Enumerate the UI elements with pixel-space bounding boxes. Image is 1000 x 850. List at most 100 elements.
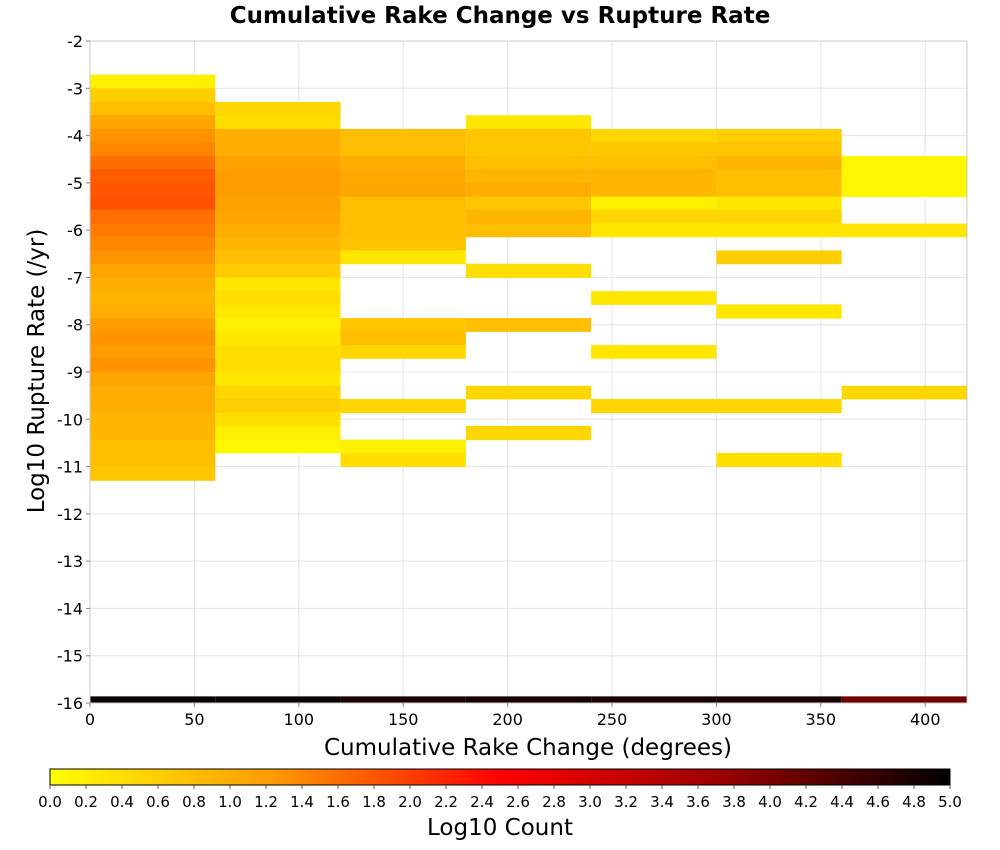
x-tick-label: 50 (184, 710, 204, 729)
heatmap-cell (215, 696, 341, 703)
y-tick-label: -16 (57, 694, 83, 713)
heatmap-cell (591, 128, 717, 143)
y-tick-label: -5 (67, 174, 83, 193)
heatmap-cell (90, 331, 216, 346)
heatmap-cell (340, 318, 466, 332)
heatmap-cell (90, 466, 216, 481)
heatmap-cell (90, 236, 216, 251)
colorbar-tick-label: 1.6 (326, 793, 350, 811)
heatmap-cell (90, 385, 216, 400)
heatmap-cell (90, 223, 216, 238)
y-axis-ticks: -2 -3 -4 -5 -6 -7 -8 -9 -10 -11 -12 -13 -14 -15 -16 (57, 32, 90, 713)
heatmap-cell (90, 398, 216, 414)
heatmap-cell (716, 304, 842, 319)
heatmap-cell (465, 696, 592, 703)
heatmap-cell (215, 236, 341, 251)
colorbar-tick-label: 2.6 (506, 793, 530, 811)
colorbar-tick-label: 4.4 (830, 793, 854, 811)
heatmap-cell (465, 385, 592, 400)
heatmap-cell (215, 398, 341, 414)
heatmap-cell (340, 439, 466, 454)
colorbar-tick-label: 4.0 (758, 793, 782, 811)
heatmap-cell (90, 291, 216, 305)
heatmap-cell (90, 452, 216, 468)
heatmap-cell (591, 142, 717, 157)
heatmap-cell (716, 223, 842, 238)
colorbar-tick-label: 0.6 (146, 793, 170, 811)
heatmap-cell (465, 115, 592, 130)
heatmap-cell (215, 425, 341, 441)
colorbar-ticks: 0.0 0.2 0.4 0.6 0.8 1.0 1.2 1.4 1.6 1.8 2.0 2.2 2.4 2… (38, 785, 962, 811)
heatmap-cell (90, 115, 216, 130)
heatmap-cell (591, 155, 717, 170)
heatmap-cell (340, 196, 466, 211)
heatmap-cell (465, 223, 592, 238)
heatmap-cell (90, 209, 216, 225)
colorbar (49, 768, 951, 786)
heatmap-cell (591, 182, 717, 198)
heatmap-cell (716, 209, 842, 225)
heatmap-cell (90, 182, 216, 198)
x-tick-label: 400 (910, 710, 941, 729)
x-tick-label: 100 (284, 710, 315, 729)
heatmap-cell (591, 223, 717, 238)
heatmap-cell (90, 412, 216, 427)
heatmap-cell (591, 345, 717, 359)
heatmap-cell (465, 196, 592, 211)
colorbar-tick-label: 1.4 (290, 793, 314, 811)
heatmap-cell (90, 358, 216, 373)
heatmap-cell (215, 412, 341, 427)
colorbar-tick-label: 2.4 (470, 793, 494, 811)
x-tick-label: 200 (492, 710, 523, 729)
heatmap-cell (215, 358, 341, 373)
y-tick-label: -9 (67, 363, 83, 382)
heatmap-cell (465, 318, 592, 332)
x-tick-label: 300 (701, 710, 732, 729)
heatmap-cell (90, 128, 216, 143)
y-tick-label: -6 (67, 221, 83, 240)
heatmap-cells (90, 74, 967, 703)
heatmap-cell (340, 236, 466, 251)
heatmap-cell (90, 696, 216, 703)
colorbar-tick-label: 3.6 (686, 793, 710, 811)
heatmap-cell (716, 128, 842, 143)
heatmap-cell (841, 155, 967, 170)
heatmap-cell (841, 385, 967, 400)
y-axis-label: Log10 Rupture Rate (/yr) (24, 229, 50, 514)
heatmap-cell (841, 169, 967, 184)
heatmap-cell (716, 155, 842, 170)
heatmap-cell (215, 331, 341, 346)
y-tick-label: -2 (67, 32, 83, 51)
heatmap-cell (215, 209, 341, 225)
heatmap-cell (90, 372, 216, 387)
heatmap-cell (90, 169, 216, 184)
heatmap-cell (215, 128, 341, 143)
heatmap-cell (340, 155, 466, 170)
heatmap-cell (215, 250, 341, 265)
heatmap-cell (340, 209, 466, 225)
heatmap-cell (90, 88, 216, 103)
heatmap-cell (465, 142, 592, 157)
x-axis-ticks: 0 50 100 150 200 250 300 350 400 (85, 703, 941, 729)
colorbar-label: Log10 Count (427, 815, 573, 841)
colorbar-tick-label: 4.2 (794, 793, 818, 811)
x-tick-label: 250 (597, 710, 628, 729)
heatmap-cell (340, 223, 466, 238)
heatmap-cell (215, 169, 341, 184)
heatmap-cell (591, 209, 717, 225)
colorbar-tick-label: 2.2 (434, 793, 458, 811)
heatmap-cell (215, 142, 341, 157)
colorbar-tick-label: 0.0 (38, 793, 62, 811)
colorbar-tick-label: 1.2 (254, 793, 278, 811)
x-tick-label: 0 (85, 710, 95, 729)
colorbar-tick-label: 4.6 (866, 793, 890, 811)
heatmap-cell (340, 142, 466, 157)
heatmap-cell (90, 101, 216, 116)
colorbar-tick-label: 5.0 (938, 793, 962, 811)
y-tick-label: -13 (57, 552, 83, 571)
heatmap-cell (591, 696, 717, 703)
heatmap-cell (591, 196, 717, 211)
y-tick-label: -12 (57, 505, 83, 524)
heatmap-cell (340, 128, 466, 143)
